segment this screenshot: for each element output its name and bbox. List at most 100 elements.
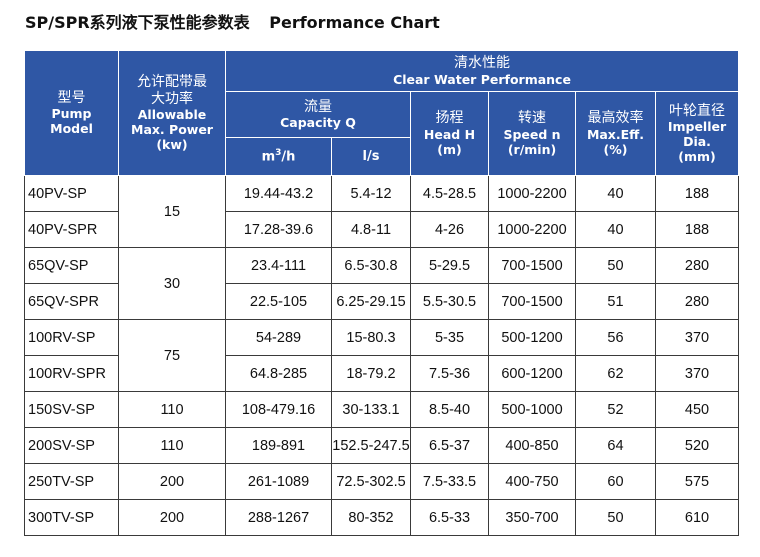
cell-dia: 520	[655, 427, 739, 464]
cell-m3h: 261-1089	[225, 463, 332, 500]
cell-model: 200SV-SP	[24, 427, 119, 464]
cell-ls: 6.5-30.8	[331, 247, 411, 284]
cell-head: 4.5-28.5	[410, 175, 489, 212]
cell-speed: 500-1200	[488, 319, 576, 356]
cell-power: 200	[118, 499, 226, 536]
cell-head: 4-26	[410, 211, 489, 248]
cell-speed: 400-850	[488, 427, 576, 464]
cell-eff: 56	[575, 319, 656, 356]
cell-head: 8.5-40	[410, 391, 489, 428]
cell-ls: 72.5-302.5	[331, 463, 411, 500]
header-head: 扬程 Head H (m)	[410, 91, 489, 176]
cell-m3h: 19.44-43.2	[225, 175, 332, 212]
header-clear-water: 清水性能 Clear Water Performance	[225, 50, 739, 92]
cell-model: 300TV-SP	[24, 499, 119, 536]
cell-speed: 350-700	[488, 499, 576, 536]
cell-power: 75	[118, 319, 226, 392]
cell-model: 250TV-SP	[24, 463, 119, 500]
cell-speed: 500-1000	[488, 391, 576, 428]
header-capacity: 流量 Capacity Q	[225, 91, 411, 138]
header-speed: 转速 Speed n (r/min)	[488, 91, 576, 176]
cell-speed: 1000-2200	[488, 211, 576, 248]
cell-ls: 18-79.2	[331, 355, 411, 392]
cell-dia: 610	[655, 499, 739, 536]
cell-head: 5-29.5	[410, 247, 489, 284]
header-model: 型号 Pump Model	[24, 50, 119, 176]
cell-eff: 51	[575, 283, 656, 320]
page-title: SP/SPR系列液下泵性能参数表 Performance Chart	[25, 9, 440, 33]
cell-m3h: 64.8-285	[225, 355, 332, 392]
cell-m3h: 288-1267	[225, 499, 332, 536]
cell-dia: 450	[655, 391, 739, 428]
cell-model: 100RV-SPR	[24, 355, 119, 392]
cell-ls: 15-80.3	[331, 319, 411, 356]
cell-dia: 188	[655, 211, 739, 248]
cell-dia: 370	[655, 319, 739, 356]
cell-head: 5-35	[410, 319, 489, 356]
cell-ls: 4.8-11	[331, 211, 411, 248]
cell-eff: 40	[575, 175, 656, 212]
cell-power: 15	[118, 175, 226, 248]
header-unit-ls: l/s	[331, 137, 411, 176]
cell-speed: 1000-2200	[488, 175, 576, 212]
cell-ls: 30-133.1	[331, 391, 411, 428]
cell-dia: 575	[655, 463, 739, 500]
header-power: 允许配带最 大功率 Allowable Max. Power (kw)	[118, 50, 226, 176]
table-row: 250TV-SP 200 261-1089 72.5-302.5 7.5-33.…	[24, 463, 739, 500]
table-row: 150SV-SP 110 108-479.16 30-133.1 8.5-40 …	[24, 391, 739, 428]
cell-m3h: 22.5-105	[225, 283, 332, 320]
cell-model: 100RV-SP	[24, 319, 119, 356]
cell-ls: 5.4-12	[331, 175, 411, 212]
cell-dia: 280	[655, 283, 739, 320]
cell-m3h: 189-891	[225, 427, 332, 464]
table-row: 300TV-SP 200 288-1267 80-352 6.5-33 350-…	[24, 499, 739, 536]
header-unit-m3h: m3/h	[225, 137, 332, 176]
table-row: 65QV-SPR 22.5-105 6.25-29.15 5.5-30.5 70…	[24, 283, 739, 320]
cell-model: 65QV-SP	[24, 247, 119, 284]
cell-dia: 188	[655, 175, 739, 212]
cell-head: 5.5-30.5	[410, 283, 489, 320]
cell-model: 65QV-SPR	[24, 283, 119, 320]
table-row: 100RV-SP 75 54-289 15-80.3 5-35 500-1200…	[24, 319, 739, 392]
page-title-en: Performance Chart	[269, 13, 440, 32]
cell-power: 30	[118, 247, 226, 320]
header-impeller: 叶轮直径 Impeller Dia. (mm)	[655, 91, 739, 176]
cell-head: 6.5-33	[410, 499, 489, 536]
cell-dia: 280	[655, 247, 739, 284]
cell-head: 6.5-37	[410, 427, 489, 464]
cell-ls: 152.5-247.5	[331, 427, 411, 464]
header-eff: 最高效率 Max.Eff. (%)	[575, 91, 656, 176]
table-row: 40PV-SPR 17.28-39.6 4.8-11 4-26 1000-220…	[24, 211, 739, 248]
cell-eff: 62	[575, 355, 656, 392]
cell-eff: 52	[575, 391, 656, 428]
cell-head: 7.5-36	[410, 355, 489, 392]
cell-model: 150SV-SP	[24, 391, 119, 428]
cell-eff: 50	[575, 247, 656, 284]
cell-ls: 80-352	[331, 499, 411, 536]
cell-power: 200	[118, 463, 226, 500]
cell-m3h: 23.4-111	[225, 247, 332, 284]
performance-table: 型号 Pump Model 允许配带最 大功率 Allowable Max. P…	[24, 50, 739, 536]
cell-speed: 700-1500	[488, 283, 576, 320]
table-row: 65QV-SP 30 23.4-111 6.5-30.8 5-29.5 700-…	[24, 247, 739, 320]
table-row: 100RV-SPR 64.8-285 18-79.2 7.5-36 600-12…	[24, 355, 739, 392]
page-title-cn: SP/SPR系列液下泵性能参数表	[25, 13, 250, 32]
cell-m3h: 108-479.16	[225, 391, 332, 428]
cell-m3h: 17.28-39.6	[225, 211, 332, 248]
cell-m3h: 54-289	[225, 319, 332, 356]
cell-speed: 700-1500	[488, 247, 576, 284]
cell-power: 110	[118, 427, 226, 464]
cell-dia: 370	[655, 355, 739, 392]
cell-model: 40PV-SPR	[24, 211, 119, 248]
cell-eff: 50	[575, 499, 656, 536]
cell-eff: 40	[575, 211, 656, 248]
cell-ls: 6.25-29.15	[331, 283, 411, 320]
cell-head: 7.5-33.5	[410, 463, 489, 500]
table-row: 200SV-SP 110 189-891 152.5-247.5 6.5-37 …	[24, 427, 739, 464]
table-row: 40PV-SP 15 19.44-43.2 5.4-12 4.5-28.5 10…	[24, 175, 739, 248]
cell-eff: 64	[575, 427, 656, 464]
cell-speed: 400-750	[488, 463, 576, 500]
cell-eff: 60	[575, 463, 656, 500]
cell-model: 40PV-SP	[24, 175, 119, 212]
cell-speed: 600-1200	[488, 355, 576, 392]
